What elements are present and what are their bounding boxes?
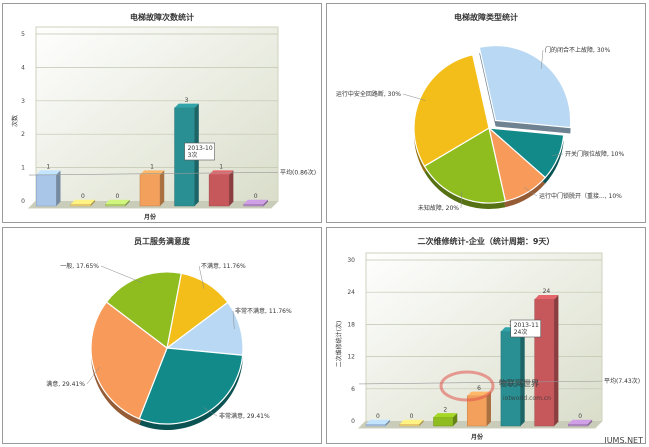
data-label: 0 xyxy=(116,193,120,200)
data-label: 6 xyxy=(477,385,481,392)
panel-fault-count: 电梯故障次数统计 0 1 2 3 4 5 次数月份 1 0 0 1 3 1 0 平均(0.86次) 2013-1… xyxy=(2,3,322,223)
watermark-logo xyxy=(439,370,495,402)
slice-label: 满意, 29.41% xyxy=(46,380,85,388)
y-tick-label: 30 xyxy=(347,257,355,264)
leader-line xyxy=(402,93,426,101)
pie-slice xyxy=(138,347,244,425)
chart-title: 电梯故障类型统计 xyxy=(454,12,518,22)
leader-line xyxy=(100,265,143,283)
bar xyxy=(534,295,559,427)
panel-staff-satisfaction: 员工服务满意度不满意, 11.76% 非常不满意, 11.76% 非常满意, 29.… xyxy=(2,227,322,444)
bar xyxy=(139,170,165,207)
bar xyxy=(365,419,390,427)
bar xyxy=(399,419,424,427)
pie-slice xyxy=(105,271,182,350)
y-axis-label: 二次维修统计(次) xyxy=(335,321,343,368)
bar xyxy=(70,199,96,207)
slice-label: 未知故障, 20% xyxy=(418,204,459,212)
leader-line xyxy=(86,366,100,385)
data-label: 0 xyxy=(376,413,380,420)
slice-label: 非常满意, 29.41% xyxy=(219,412,270,420)
watermark-url: iotworld.com.cn xyxy=(503,395,551,402)
y-tick-label: 0 xyxy=(351,418,355,425)
y-tick-label: 4 xyxy=(21,64,25,71)
panel-fault-type: 电梯故障类型统计门的闭合不上故障, 30% 开关门限位故障, 10% 运行中门锁脱开… xyxy=(326,3,646,223)
data-label: 3 xyxy=(185,97,189,104)
bar xyxy=(36,170,61,207)
slice-label: 一般, 17.65% xyxy=(60,262,99,270)
tooltip-box xyxy=(510,319,542,338)
bar xyxy=(243,199,268,207)
y-axis-label: 次数 xyxy=(11,115,19,127)
slice-label: 开关门限位故障, 10% xyxy=(565,150,624,158)
leader-line xyxy=(460,191,462,209)
leader-line xyxy=(198,265,205,289)
average-label: 平均(0.86次) xyxy=(280,168,316,176)
tooltip-date: 2013-10 xyxy=(188,145,213,152)
data-label: 0 xyxy=(81,193,85,200)
x-axis-label: 月份 xyxy=(143,213,157,221)
average-line xyxy=(28,171,279,176)
y-tick-label: 24 xyxy=(347,289,355,296)
y-tick-label: 3 xyxy=(21,98,25,105)
data-label: 1 xyxy=(46,164,50,171)
data-label: 0 xyxy=(254,193,258,200)
leader-line xyxy=(232,310,235,330)
chart-title: 电梯故障次数统计 xyxy=(130,12,194,22)
data-label: 1 xyxy=(219,164,223,171)
leader-line xyxy=(540,49,544,69)
slice-label: 不满意, 11.76% xyxy=(201,262,246,270)
bar xyxy=(466,391,491,427)
slice-label: 门的闭合不上故障, 30% xyxy=(545,46,610,54)
bar xyxy=(568,419,593,427)
watermark-text: 物联网世界 xyxy=(499,378,540,388)
bar-chart-secondary-maintenance: 二次维修统计-企业（统计周期：9天） 0 6 12 18 24 30 二次维修统计(次) 月份 0… xyxy=(335,236,640,441)
data-label: 0 xyxy=(578,413,582,420)
slice-label: 运行中安全回路断, 30% xyxy=(336,90,401,98)
data-label: 1 xyxy=(150,164,154,171)
average-line xyxy=(358,380,603,385)
bar xyxy=(500,327,525,427)
tooltip-value: 3次 xyxy=(188,151,198,159)
y-tick-label: 0 xyxy=(21,198,25,205)
data-label: 2 xyxy=(443,406,447,413)
slice-label: 非常不满意, 11.76% xyxy=(235,307,292,315)
panel-secondary-maintenance: 二次维修统计-企业（统计周期：9天） 0 6 12 18 24 30 二次维修统计(次) 月份 0… xyxy=(326,227,646,444)
leader-line xyxy=(523,187,538,197)
leader-line xyxy=(552,153,564,156)
leader-line xyxy=(203,407,218,417)
y-tick-label: 12 xyxy=(347,354,355,361)
bar xyxy=(208,170,234,207)
tooltip-value: 24次 xyxy=(514,328,528,336)
slice-label: 运行中门锁脱开（重接..., 10% xyxy=(539,192,622,200)
pie-slice xyxy=(478,44,572,129)
y-tick-label: 6 xyxy=(351,386,355,393)
corner-tag: IUMS.NET xyxy=(604,436,643,445)
x-axis-label: 月份 xyxy=(470,433,484,441)
y-tick-label: 1 xyxy=(21,165,25,172)
data-label: 0 xyxy=(410,413,414,420)
chart-title: 二次维修统计-企业（统计周期：9天） xyxy=(418,236,555,246)
tooltip-date: 2013-11 xyxy=(514,322,539,329)
y-tick-label: 5 xyxy=(21,31,25,38)
bar xyxy=(105,199,130,207)
y-tick-label: 2 xyxy=(21,131,25,138)
bar xyxy=(433,413,458,427)
tooltip-box xyxy=(184,142,215,161)
pie-slice xyxy=(413,54,490,168)
chart-title: 员工服务满意度 xyxy=(134,236,191,246)
average-label: 平均(7.43次) xyxy=(604,377,640,385)
pie-slice xyxy=(90,301,168,420)
pie-slice xyxy=(423,127,507,204)
data-label: 24 xyxy=(543,288,551,295)
y-tick-label: 18 xyxy=(347,321,355,328)
